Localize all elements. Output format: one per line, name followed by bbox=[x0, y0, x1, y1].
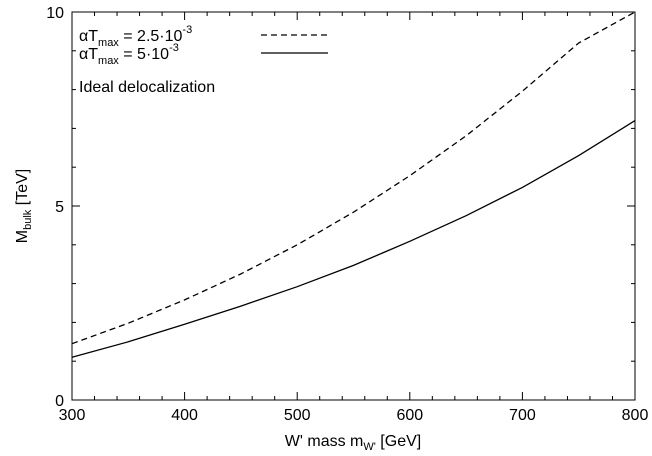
x-tick-label: 500 bbox=[284, 407, 311, 424]
tick-labels: 300 400 500 600 700 800 0 5 10 bbox=[46, 5, 648, 424]
x-tick-label: 800 bbox=[622, 407, 649, 424]
x-tick-label: 700 bbox=[509, 407, 536, 424]
y-tick-label: 0 bbox=[55, 393, 64, 410]
y-tick-label: 10 bbox=[46, 5, 64, 22]
series-line-dashed bbox=[71, 11, 636, 345]
axis-ticks bbox=[71, 11, 636, 401]
x-axis-label: W' mass mW' [GeV] bbox=[285, 433, 421, 453]
series-line-solid bbox=[71, 120, 636, 358]
x-tick-label: 600 bbox=[396, 407, 423, 424]
y-tick-label: 5 bbox=[55, 199, 64, 216]
legend: αTmax = 2.5·10-3 αTmax = 5·10-3 Ideal de… bbox=[79, 24, 328, 96]
y-axis-label: Mbulk [TeV] bbox=[14, 169, 34, 243]
legend-label-2: αTmax = 5·10-3 bbox=[79, 42, 179, 67]
chart-annotation: Ideal delocalization bbox=[79, 79, 215, 96]
x-tick-label: 400 bbox=[171, 407, 198, 424]
x-tick-label: 300 bbox=[59, 407, 86, 424]
series-lines bbox=[71, 11, 636, 358]
plot-frame bbox=[71, 11, 636, 401]
legend-label-1: αTmax = 2.5·10-3 bbox=[79, 24, 192, 49]
